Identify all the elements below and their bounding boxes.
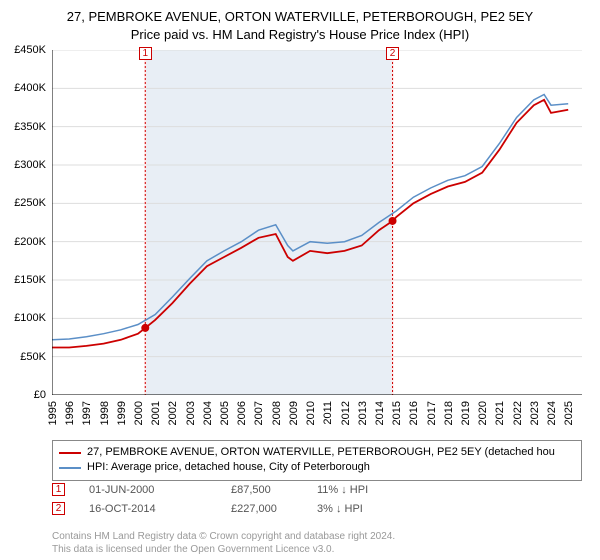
legend-row: HPI: Average price, detached house, City… bbox=[59, 460, 575, 475]
plot-marker-label: 2 bbox=[386, 47, 399, 60]
y-tick-label: £50K bbox=[20, 351, 46, 363]
x-tick-label: 1995 bbox=[47, 401, 59, 425]
legend-swatch-hpi bbox=[59, 467, 81, 469]
credits-line1: Contains HM Land Registry data © Crown c… bbox=[52, 530, 592, 543]
legend: 27, PEMBROKE AVENUE, ORTON WATERVILLE, P… bbox=[52, 440, 582, 481]
chart-container: 27, PEMBROKE AVENUE, ORTON WATERVILLE, P… bbox=[0, 0, 600, 560]
title-address: 27, PEMBROKE AVENUE, ORTON WATERVILLE, P… bbox=[0, 8, 600, 26]
plot-marker-label: 1 bbox=[139, 47, 152, 60]
x-tick-label: 2024 bbox=[546, 401, 558, 425]
y-axis: £0£50K£100K£150K£200K£250K£300K£350K£400… bbox=[0, 50, 52, 395]
x-tick-label: 2015 bbox=[391, 401, 403, 425]
y-tick-label: £250K bbox=[14, 197, 46, 209]
x-tick-label: 1997 bbox=[81, 401, 93, 425]
x-tick-label: 2011 bbox=[322, 401, 334, 425]
event-marker-icon: 2 bbox=[52, 502, 65, 515]
event-price: £227,000 bbox=[213, 503, 293, 515]
x-axis: 1995199619971998199920002001200220032004… bbox=[52, 395, 582, 435]
x-tick-label: 2019 bbox=[460, 401, 472, 425]
x-tick-label: 1996 bbox=[64, 401, 76, 425]
x-tick-label: 2020 bbox=[477, 401, 489, 425]
event-row: 2 16-OCT-2014 £227,000 3% ↓ HPI bbox=[52, 499, 582, 518]
x-tick-label: 2003 bbox=[185, 401, 197, 425]
x-tick-label: 2008 bbox=[271, 401, 283, 425]
plot-svg bbox=[52, 50, 582, 395]
y-tick-label: £0 bbox=[34, 389, 46, 401]
event-row: 1 01-JUN-2000 £87,500 11% ↓ HPI bbox=[52, 480, 582, 499]
x-tick-label: 1998 bbox=[99, 401, 111, 425]
credits: Contains HM Land Registry data © Crown c… bbox=[52, 530, 592, 556]
title-block: 27, PEMBROKE AVENUE, ORTON WATERVILLE, P… bbox=[0, 0, 600, 44]
x-tick-label: 2009 bbox=[288, 401, 300, 425]
x-tick-label: 2022 bbox=[512, 401, 524, 425]
x-tick-label: 2017 bbox=[426, 401, 438, 425]
x-tick-label: 2001 bbox=[150, 401, 162, 425]
x-tick-label: 2023 bbox=[529, 401, 541, 425]
x-tick-label: 2025 bbox=[563, 401, 575, 425]
y-tick-label: £400K bbox=[14, 82, 46, 94]
x-tick-label: 2000 bbox=[133, 401, 145, 425]
x-tick-label: 2016 bbox=[408, 401, 420, 425]
event-delta: 3% ↓ HPI bbox=[317, 503, 407, 515]
y-tick-label: £300K bbox=[14, 159, 46, 171]
x-tick-label: 2014 bbox=[374, 401, 386, 425]
x-tick-label: 2021 bbox=[494, 401, 506, 425]
x-tick-label: 2010 bbox=[305, 401, 317, 425]
event-date: 16-OCT-2014 bbox=[89, 503, 189, 515]
event-date: 01-JUN-2000 bbox=[89, 484, 189, 496]
event-delta: 11% ↓ HPI bbox=[317, 484, 407, 496]
event-price: £87,500 bbox=[213, 484, 293, 496]
legend-row: 27, PEMBROKE AVENUE, ORTON WATERVILLE, P… bbox=[59, 445, 575, 460]
x-tick-label: 2002 bbox=[167, 401, 179, 425]
plot-area: 12 bbox=[52, 50, 582, 395]
y-tick-label: £350K bbox=[14, 121, 46, 133]
x-tick-label: 2013 bbox=[357, 401, 369, 425]
y-tick-label: £100K bbox=[14, 312, 46, 324]
x-tick-label: 2018 bbox=[443, 401, 455, 425]
legend-swatch-property bbox=[59, 452, 81, 454]
event-marker-icon: 1 bbox=[52, 483, 65, 496]
x-tick-label: 2005 bbox=[219, 401, 231, 425]
x-tick-label: 2007 bbox=[253, 401, 265, 425]
y-tick-label: £200K bbox=[14, 236, 46, 248]
title-subtitle: Price paid vs. HM Land Registry's House … bbox=[0, 26, 600, 44]
x-tick-label: 2006 bbox=[236, 401, 248, 425]
y-tick-label: £450K bbox=[14, 44, 46, 56]
x-tick-label: 1999 bbox=[116, 401, 128, 425]
legend-label-property: 27, PEMBROKE AVENUE, ORTON WATERVILLE, P… bbox=[87, 445, 555, 460]
x-tick-label: 2012 bbox=[340, 401, 352, 425]
credits-line2: This data is licensed under the Open Gov… bbox=[52, 543, 592, 556]
legend-label-hpi: HPI: Average price, detached house, City… bbox=[87, 460, 370, 475]
events-table: 1 01-JUN-2000 £87,500 11% ↓ HPI 2 16-OCT… bbox=[52, 480, 582, 518]
x-tick-label: 2004 bbox=[202, 401, 214, 425]
y-tick-label: £150K bbox=[14, 274, 46, 286]
